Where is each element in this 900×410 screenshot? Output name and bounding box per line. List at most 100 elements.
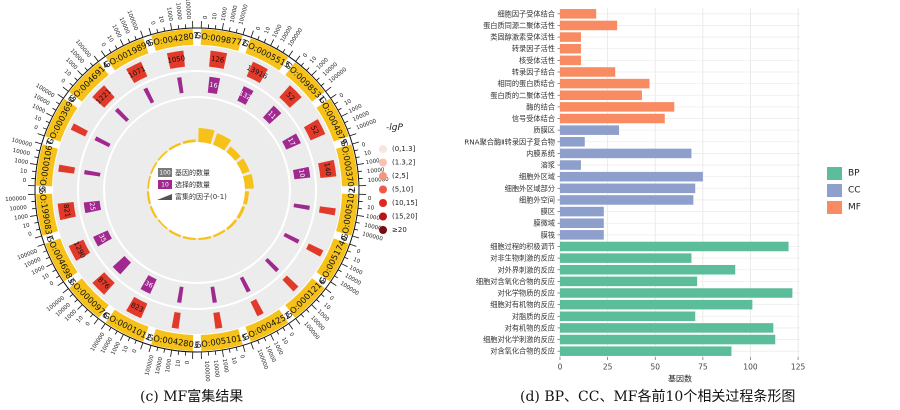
gene-count-block — [209, 50, 228, 69]
lgp-legend-label: (2,5] — [392, 172, 409, 180]
x-tick-label: 50 — [650, 363, 660, 372]
scale-tick — [270, 334, 275, 341]
scale-tick — [257, 340, 260, 345]
scale-tick-label: 10000 — [9, 205, 28, 213]
category-label: 相同的蛋白质结合 — [497, 79, 555, 88]
scale-tick — [89, 313, 94, 318]
scale-tick — [221, 349, 224, 357]
scale-tick — [242, 27, 246, 35]
bar-mf — [560, 90, 642, 101]
lgp-legend-label: (10,15] — [392, 199, 418, 207]
category-label: 转录因子活性 — [512, 44, 555, 53]
scale-tick — [156, 347, 159, 352]
bar-mf — [560, 78, 650, 89]
scale-tick-label: 100000 — [361, 231, 383, 242]
bar-cc — [560, 183, 696, 194]
scale-tick — [288, 50, 294, 57]
rich-factor-bar — [157, 219, 168, 230]
selected-count-block — [293, 203, 310, 210]
gene-count-block — [282, 275, 299, 292]
bar-mf — [560, 9, 597, 19]
scale-tick-label: 1000 — [14, 158, 29, 166]
scale-tick — [341, 263, 348, 268]
gene-count-label: 821 — [62, 203, 72, 217]
selected-count-block — [264, 257, 280, 273]
category-label: 酶的结合 — [526, 102, 555, 111]
scale-tick-label: 10000 — [12, 148, 31, 158]
scale-tick-label: 10 — [41, 273, 50, 282]
bar-bp — [560, 311, 696, 322]
rich-factor-bar — [213, 133, 232, 151]
selected-count-block — [262, 105, 282, 125]
lgp-legend-dot — [379, 145, 387, 153]
scale-tick — [354, 149, 359, 152]
scale-tick-label: 1000 — [348, 265, 364, 277]
gene-count-label: 140 — [322, 162, 332, 176]
bar-bp — [560, 334, 776, 345]
scale-tick-label: 10 — [63, 69, 73, 78]
gene-count-block — [166, 50, 185, 69]
bar-bp — [560, 299, 753, 310]
scale-tick — [341, 112, 348, 117]
legend-label-mf: MF — [848, 203, 861, 213]
gene-count-block — [126, 61, 148, 84]
gene-count-label: 52 — [284, 91, 296, 103]
gene-count-block — [246, 61, 268, 84]
selected-count-block — [177, 286, 184, 303]
scale-tick — [349, 243, 357, 247]
scale-tick-label: 0 — [255, 26, 262, 32]
scale-tick-label: 10 — [157, 15, 164, 24]
scale-tick-label: 10 — [322, 302, 332, 311]
scale-tick — [46, 263, 53, 268]
scale-tick — [163, 27, 166, 32]
scale-tick — [170, 23, 173, 31]
scale-tick — [108, 49, 112, 53]
category-label: 膜微域 — [533, 219, 555, 228]
scale-tick — [282, 49, 286, 53]
category-label: 类固醇激素受体活性 — [490, 33, 555, 42]
gene-count-block — [279, 85, 302, 108]
bar-cc — [560, 160, 581, 170]
scale-tick — [356, 163, 364, 166]
bar-mf — [560, 32, 581, 42]
scale-tick-label: 10 — [76, 315, 85, 325]
scale-tick-label: 1000 — [110, 341, 122, 357]
scale-tick-label: 1000 — [110, 24, 122, 40]
scale-tick-label: 1000 — [365, 214, 380, 222]
scale-tick — [134, 35, 137, 40]
scale-tick — [56, 275, 60, 279]
scale-tick — [349, 133, 357, 137]
selected-count-block — [292, 166, 311, 180]
bar-bp — [560, 288, 793, 298]
scale-tick-label: 10000 — [174, 2, 182, 21]
scale-tick-label: 0 — [302, 52, 309, 59]
scale-tick — [140, 30, 144, 38]
rich-factor-bar — [243, 191, 249, 205]
scale-tick-label: 0 — [149, 21, 156, 26]
scale-tick — [134, 340, 137, 345]
scale-tick — [337, 269, 342, 273]
scale-tick-label: 10 — [264, 26, 273, 35]
scale-tick — [84, 67, 88, 71]
gene-count-block — [126, 296, 148, 319]
selected-count-block — [93, 230, 112, 247]
bar-mf — [560, 102, 675, 112]
scale-tick — [93, 318, 99, 325]
go-term-segment — [245, 309, 289, 342]
scale-tick-label: 10 — [352, 257, 361, 266]
scale-tick — [74, 77, 78, 81]
gene-count-block — [92, 272, 115, 295]
category-label: 蛋白质的二聚体活性 — [490, 91, 555, 100]
category-label: 质膜区 — [533, 126, 555, 135]
scale-tick — [45, 256, 50, 260]
selected-count-block — [143, 87, 155, 104]
scale-tick-label: 10 — [344, 98, 353, 107]
bar-bp — [560, 323, 774, 333]
scale-tick — [114, 45, 118, 50]
scale-tick-label: 10000 — [367, 167, 386, 175]
category-label: 膜区 — [541, 207, 555, 216]
go-term-segment — [316, 98, 349, 142]
scale-tick — [250, 30, 254, 38]
rich-factor-bar — [226, 219, 238, 231]
x-tick-label: 0 — [558, 363, 563, 372]
